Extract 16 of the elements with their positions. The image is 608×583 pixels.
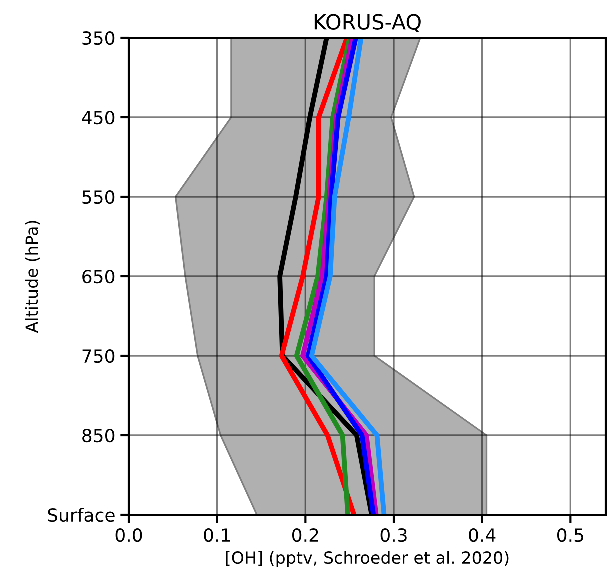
x-tick-label: 0.4 (469, 528, 496, 542)
x-tick-label: 0.0 (116, 528, 142, 542)
chart-title: KORUS-AQ (314, 14, 421, 32)
y-tick-label: 750 (82, 349, 115, 364)
x-tick-label: 0.1 (204, 528, 230, 542)
x-tick-label: 0.3 (380, 528, 407, 542)
y-tick-label: 350 (82, 31, 115, 46)
y-tick-label: 650 (82, 270, 115, 284)
y-tick-label: 550 (82, 190, 115, 204)
x-axis-title: [OH] (pptv, Schroeder et al. 2020) (226, 551, 509, 568)
y-tick-label: 450 (82, 110, 115, 125)
y-tick-label: 850 (82, 428, 115, 443)
y-tick-label: Surface (48, 508, 115, 522)
x-tick-label: 0.5 (558, 528, 584, 542)
x-tick-label: 0.2 (292, 528, 318, 542)
y-axis-title: Altitude (hPa) (25, 221, 40, 334)
